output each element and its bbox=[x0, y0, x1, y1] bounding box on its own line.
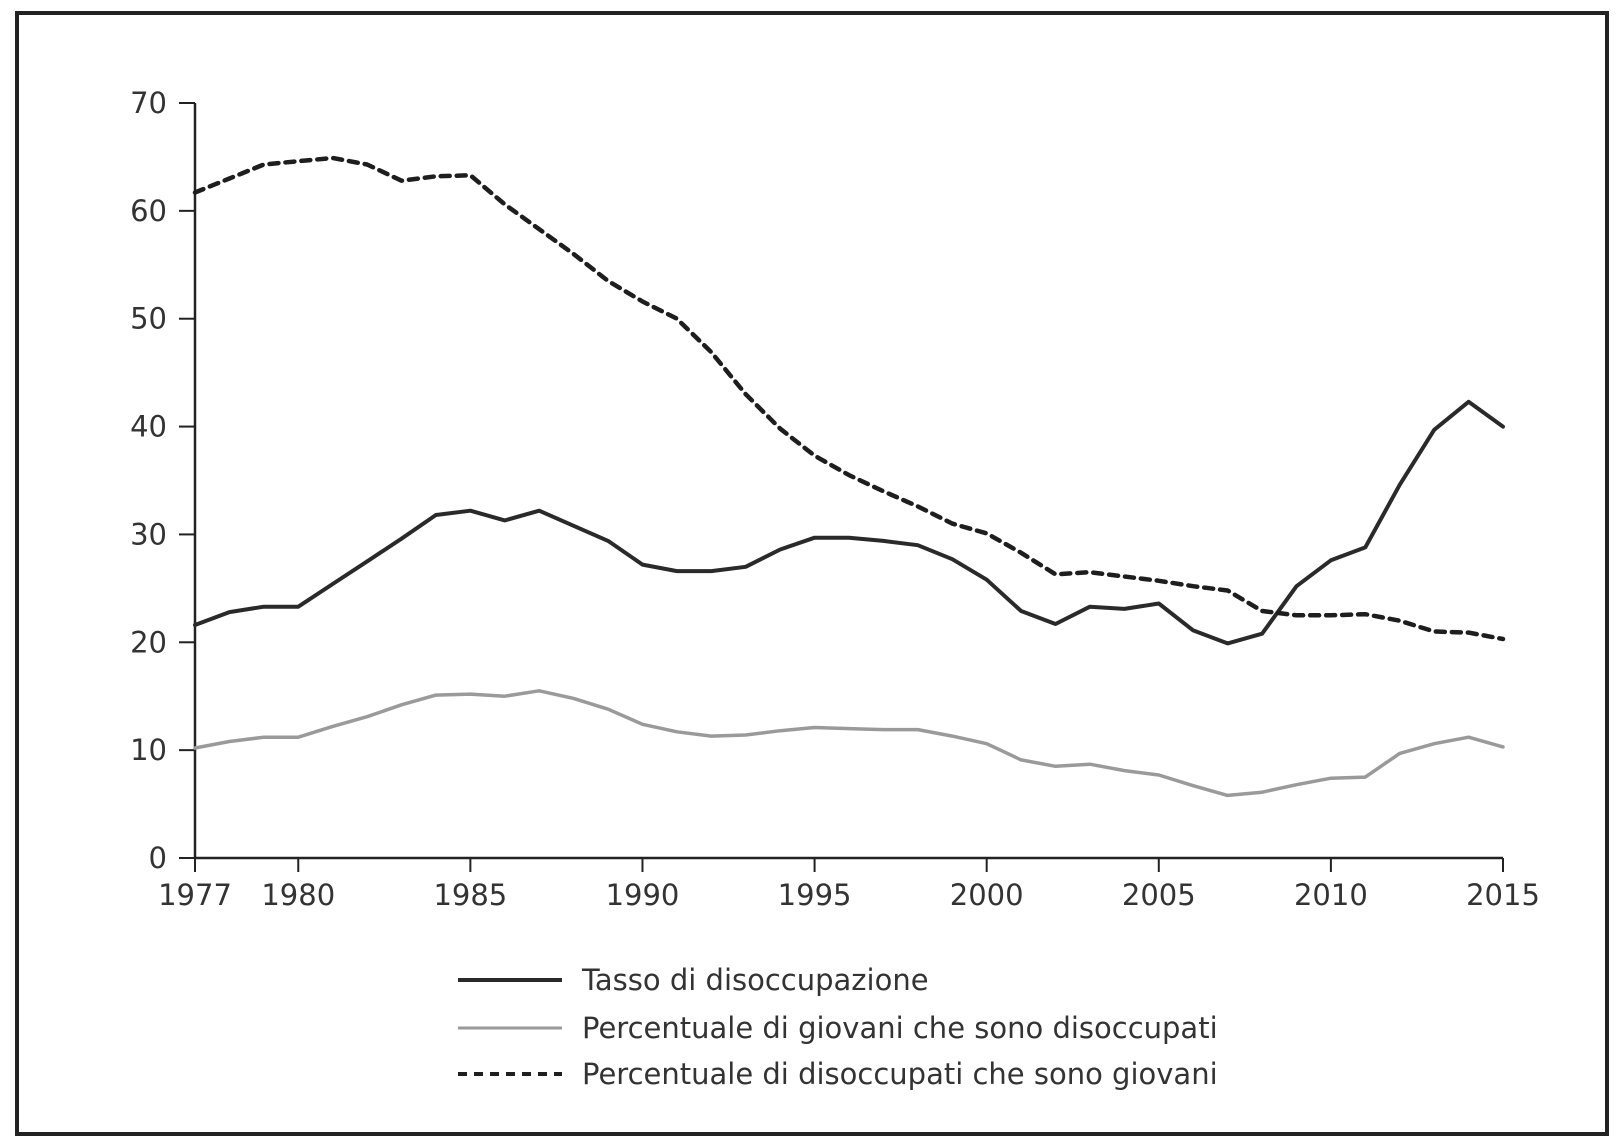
x-tick-label: 1980 bbox=[261, 878, 335, 912]
x-tick-label: 2005 bbox=[1122, 878, 1196, 912]
y-tick-label: 40 bbox=[130, 410, 167, 444]
x-tick-label: 1977 bbox=[158, 878, 232, 912]
legend-label-unemployment-rate: Tasso di disoccupazione bbox=[581, 963, 929, 997]
x-tick-label: 1990 bbox=[606, 878, 680, 912]
y-tick-label: 70 bbox=[130, 86, 167, 120]
y-tick-label: 0 bbox=[149, 841, 167, 875]
figure-frame bbox=[15, 11, 1609, 1136]
legend-label-youth-unemployed-share: Percentuale di giovani che sono disoccup… bbox=[582, 1011, 1218, 1045]
x-tick-label: 1995 bbox=[778, 878, 852, 912]
series-lines bbox=[192, 155, 1506, 798]
y-tick-label: 60 bbox=[130, 194, 167, 228]
legend-item-youth-unemployed-share: Percentuale di giovani che sono disoccup… bbox=[458, 1011, 1218, 1045]
y-axis-ticks: 0 10 20 30 40 50 60 70 bbox=[130, 86, 195, 875]
plot-area: 0 10 20 30 40 50 60 70 1977 1980 1985 1990 1995 2000… bbox=[130, 86, 1540, 912]
legend: Tasso di disoccupazione Percentuale di g… bbox=[458, 963, 1218, 1091]
legend-item-unemployed-youth-share: Percentuale di disoccupati che sono giov… bbox=[458, 1057, 1218, 1091]
series-line-unemployment-rate bbox=[193, 399, 1505, 646]
y-tick-label: 30 bbox=[130, 517, 167, 551]
y-tick-label: 50 bbox=[130, 302, 167, 336]
legend-label-unemployed-youth-share: Percentuale di disoccupati che sono giov… bbox=[582, 1057, 1218, 1091]
x-axis-ticks: 1977 1980 1985 1990 1995 2000 2005 2010 2015 bbox=[158, 858, 1540, 912]
y-tick-label: 20 bbox=[130, 625, 167, 659]
x-tick-label: 2015 bbox=[1466, 878, 1540, 912]
legend-item-unemployment-rate: Tasso di disoccupazione bbox=[458, 963, 929, 997]
series-line-youth-unemployed-share bbox=[193, 689, 1505, 798]
y-tick-label: 10 bbox=[130, 733, 167, 767]
series-line-unemployed-youth-share bbox=[192, 155, 1506, 642]
x-tick-label: 1985 bbox=[433, 878, 507, 912]
x-tick-label: 2000 bbox=[950, 878, 1024, 912]
x-tick-label: 2010 bbox=[1294, 878, 1368, 912]
